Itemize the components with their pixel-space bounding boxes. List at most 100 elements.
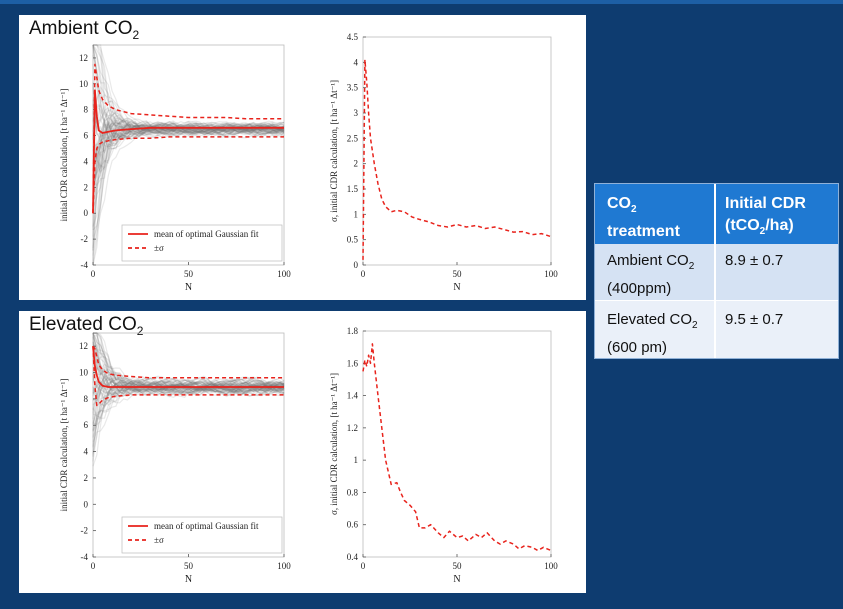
simulation-trace [92,343,285,395]
y-tick-label: 4 [354,57,359,67]
simulation-trace [92,119,285,163]
simulation-trace [92,104,285,139]
ambient-sigma-chart: 0 50 100 0 0.5 1 1.5 2 2.5 3 3.5 4 4.5 Nσ, initial CD… [329,32,558,293]
top-accent-bar [0,0,843,4]
x-tick-label: 50 [184,561,194,571]
simulation-trace [92,123,285,256]
x-axis-label: N [453,574,460,585]
simulation-trace [92,380,285,424]
simulation-trace [92,359,285,394]
simulation-trace [92,336,285,394]
simulation-trace [92,116,285,151]
cdr-value-cell: 8.9 ± 0.7 [725,252,784,269]
treatment-cell: Elevated CO2 (600 pm) [607,311,698,356]
simulation-trace [92,118,285,204]
y-axis-label: initial CDR calculation, [t ha⁻¹ Δt⁻¹] [59,89,69,222]
y-axis-label: σ, initial CDR calculation, [t ha⁻¹ Δt⁻¹… [329,80,339,222]
simulation-trace [93,44,285,136]
simulation-trace [92,374,285,414]
simulation-trace [92,89,285,136]
y-tick-label: 0 [354,260,359,270]
series-line [92,346,284,388]
y-tick-label: 0 [84,499,89,509]
y-tick-label: 12 [79,341,88,351]
y-tick-label: 2 [84,182,89,192]
y-tick-label: -2 [81,526,89,536]
simulation-trace [92,124,285,230]
simulation-trace [92,123,285,202]
simulation-trace [92,44,285,137]
series-line [92,345,284,379]
x-tick-label: 0 [91,269,96,279]
y-tick-label: 8 [84,105,89,115]
x-axis-label: N [453,282,460,293]
series-line [92,63,284,214]
y-axis-label: σ, initial CDR calculation, [t ha⁻¹ Δt⁻¹… [329,373,339,515]
simulation-trace [92,84,285,155]
y-tick-label: 6 [84,131,89,141]
simulation-trace [92,345,285,393]
y-tick-label: 8 [84,394,89,404]
y-tick-label: 0.8 [347,487,359,497]
ambient-panel-title: Ambient CO2 [29,18,140,42]
y-tick-label: 4 [84,156,89,166]
simulation-trace [92,381,285,425]
cdr-value-cell: 9.5 ± 0.7 [725,311,784,328]
y-tick-label: 4.5 [347,32,359,42]
simulation-trace [92,93,285,134]
y-tick-label: 1.6 [347,358,359,368]
simulation-trace [92,122,285,152]
y-tick-label: 3 [354,108,359,118]
simulation-trace [92,332,285,390]
y-tick-label: 10 [79,368,89,378]
x-tick-label: 0 [361,269,366,279]
x-tick-label: 100 [277,269,291,279]
simulation-trace [92,44,285,135]
y-tick-label: 1.2 [347,423,358,433]
series-line [362,343,552,552]
x-axis-label: N [185,282,192,293]
simulation-trace [92,332,285,395]
legend-label: ±σ [154,243,164,253]
simulation-trace [92,377,285,396]
x-tick-label: 100 [544,269,558,279]
simulation-trace [92,85,285,132]
simulation-trace [92,122,285,194]
simulation-trace [93,44,285,137]
table-row: Ambient CO2 (400ppm) 8.9 ± 0.7 [595,244,838,301]
y-tick-label: 2 [84,473,89,483]
y-tick-label: 0.6 [347,520,359,530]
legend-label: mean of optimal Gaussian fit [154,229,259,239]
y-tick-label: 1.8 [347,326,359,336]
simulation-trace [92,122,285,173]
simulation-trace [92,121,285,266]
legend-box [121,224,283,262]
simulation-trace [92,378,285,411]
simulation-trace [92,122,285,167]
x-tick-label: 0 [361,561,366,571]
simulation-trace [92,110,285,228]
simulation-trace [92,122,285,266]
x-tick-label: 50 [184,269,194,279]
simulation-trace [92,378,285,404]
header-initial-cdr: Initial CDR (tCO2/ha) [725,195,806,238]
simulation-trace [93,332,285,394]
simulation-trace [92,116,285,136]
y-tick-label: 4 [84,447,89,457]
simulation-trace [92,379,285,454]
y-tick-label: 0.5 [347,235,359,245]
simulation-trace [92,375,285,407]
y-tick-label: 12 [79,53,88,63]
header-co2-treatment: CO2 treatment [607,195,680,241]
simulation-trace [92,378,285,437]
simulation-trace [92,44,285,139]
simulation-trace [92,377,285,417]
series-line [362,59,552,260]
x-tick-label: 100 [544,561,558,571]
plot-frame [362,330,552,558]
legend-label: mean of optimal Gaussian fit [154,521,259,531]
